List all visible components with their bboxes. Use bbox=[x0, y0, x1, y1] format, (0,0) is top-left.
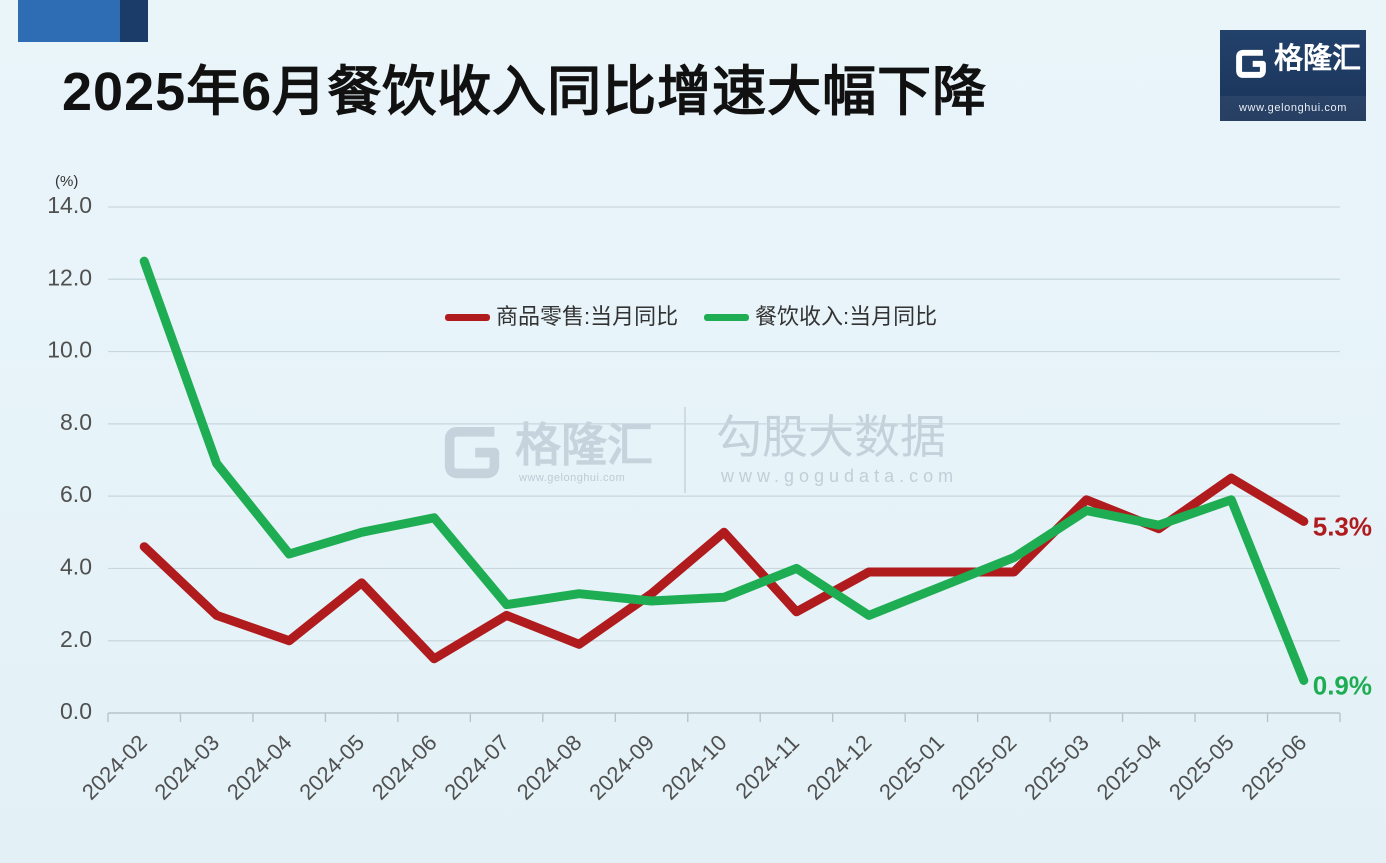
series-point bbox=[937, 582, 946, 591]
legend-swatch bbox=[445, 313, 490, 321]
gelonghui-logo: 格隆汇 www.gelonghui.com bbox=[1220, 30, 1366, 121]
series-point bbox=[864, 611, 873, 620]
x-tick-label: 2025-02 bbox=[947, 730, 1022, 805]
series-point bbox=[357, 578, 366, 587]
gridlines bbox=[108, 206, 1340, 642]
series-end-label: 5.3% bbox=[1313, 511, 1372, 541]
series-point bbox=[1299, 517, 1308, 526]
x-tick-label: 2024-03 bbox=[149, 730, 224, 805]
gelonghui-g-icon bbox=[1236, 49, 1266, 78]
series-point bbox=[212, 459, 221, 468]
series-point bbox=[1082, 495, 1091, 504]
series-point bbox=[285, 549, 294, 558]
y-tick-label: 14.0 bbox=[47, 192, 92, 218]
legend-label: 餐饮收入:当月同比 bbox=[755, 304, 938, 329]
x-tick-label: 2024-05 bbox=[294, 730, 369, 805]
series-point bbox=[502, 600, 511, 609]
x-tick-label: 2024-08 bbox=[512, 730, 587, 805]
series-point bbox=[1082, 506, 1091, 515]
logo-brand-name: 格隆汇 bbox=[1274, 43, 1362, 75]
series-point bbox=[140, 257, 149, 266]
x-tick-label: 2024-07 bbox=[439, 730, 514, 805]
series-group bbox=[139, 256, 1309, 685]
series-point bbox=[1227, 474, 1236, 483]
watermark-product-url: www.gogudata.com bbox=[721, 466, 959, 486]
series-point bbox=[720, 593, 728, 602]
watermark-product: 勾股大数据 bbox=[716, 411, 946, 463]
header-accent-bar-dark bbox=[120, 0, 148, 42]
x-tick-label: 2024-04 bbox=[222, 730, 297, 805]
x-tick-label: 2024-12 bbox=[802, 730, 877, 805]
series-point bbox=[647, 596, 656, 605]
series-point bbox=[575, 589, 584, 598]
x-tick-label: 2024-06 bbox=[367, 730, 442, 805]
x-tick-label: 2025-05 bbox=[1164, 730, 1239, 805]
x-axis bbox=[107, 712, 1341, 722]
logo-url: www.gelonghui.com bbox=[1238, 102, 1348, 114]
x-tick-label: 2024-11 bbox=[730, 730, 804, 804]
watermark-brand: 格隆汇 bbox=[515, 419, 653, 471]
page-title: 2025年6月餐饮收入同比增速大幅下降 bbox=[62, 62, 988, 122]
x-tick-labels: 2024-022024-032024-042024-052024-062024-… bbox=[77, 730, 1311, 805]
x-tick-label: 2025-06 bbox=[1237, 730, 1312, 805]
series-point bbox=[502, 611, 511, 620]
logo-url-band bbox=[1220, 96, 1366, 121]
legend-swatch bbox=[704, 313, 749, 321]
series-point bbox=[430, 513, 439, 522]
y-tick-label: 12.0 bbox=[47, 264, 92, 290]
y-tick-label: 6.0 bbox=[60, 481, 92, 507]
series-point bbox=[1009, 553, 1018, 562]
series-end-label: 0.9% bbox=[1313, 670, 1372, 700]
series-point bbox=[212, 611, 221, 620]
series-point bbox=[864, 568, 873, 577]
y-axis-unit-label: (%) bbox=[55, 173, 78, 190]
legend-label: 商品零售:当月同比 bbox=[496, 304, 679, 329]
x-tick-label: 2024-09 bbox=[584, 730, 659, 805]
watermark-g-icon bbox=[444, 427, 500, 479]
y-tick-label: 2.0 bbox=[60, 626, 92, 652]
y-tick-label: 8.0 bbox=[60, 409, 92, 435]
series-point bbox=[575, 640, 584, 649]
series-point bbox=[720, 528, 728, 537]
series-point bbox=[792, 607, 801, 616]
series-point bbox=[357, 528, 366, 537]
series-point bbox=[430, 654, 439, 663]
x-tick-label: 2025-03 bbox=[1019, 730, 1094, 805]
watermark-brand-url: www.gelonghui.com bbox=[519, 472, 626, 484]
x-tick-label: 2025-04 bbox=[1092, 730, 1167, 805]
series-point bbox=[1009, 568, 1018, 577]
series-point bbox=[792, 564, 801, 573]
x-tick-label: 2025-01 bbox=[874, 730, 949, 805]
y-tick-label: 4.0 bbox=[60, 554, 92, 580]
series-point bbox=[1227, 495, 1236, 504]
series-point bbox=[1299, 676, 1308, 685]
y-tick-label: 0.0 bbox=[60, 698, 92, 724]
series-point bbox=[937, 568, 946, 577]
series-point bbox=[140, 542, 149, 551]
watermark-divider bbox=[684, 407, 686, 493]
x-tick-label: 2024-10 bbox=[657, 730, 732, 805]
legend-item-retail: 商品零售:当月同比 bbox=[445, 303, 678, 331]
legend-item-catering: 餐饮收入:当月同比 bbox=[704, 303, 937, 331]
end-labels: 5.3% 0.9% bbox=[1313, 511, 1372, 700]
y-tick-label: 10.0 bbox=[47, 337, 92, 363]
series-point bbox=[285, 636, 294, 645]
y-tick-labels: 0.0 2.0 4.0 6.0 8.0 10.0 12.0 14.0 bbox=[47, 192, 92, 724]
x-tick-label: 2024-02 bbox=[77, 730, 152, 805]
series-point bbox=[1154, 521, 1163, 530]
header-accent-bar bbox=[18, 0, 120, 42]
series-point bbox=[647, 589, 656, 598]
